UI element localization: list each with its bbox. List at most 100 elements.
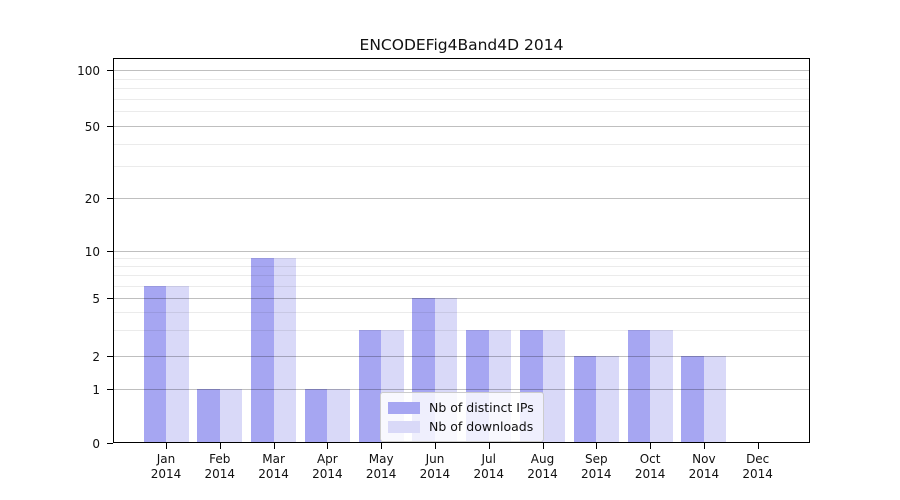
y-axis-tick-label: 50 xyxy=(84,119,100,134)
bar-downloads xyxy=(703,356,727,442)
x-label-month: Jun xyxy=(425,452,445,466)
x-axis-tick-mark xyxy=(327,443,328,449)
x-axis-tick-mark xyxy=(758,443,759,449)
major-gridline xyxy=(114,251,809,252)
legend-row: Nb of downloads xyxy=(388,417,534,436)
x-label-month: Oct xyxy=(639,452,661,466)
bar-downloads xyxy=(273,258,297,442)
major-gridline xyxy=(114,389,809,390)
bar-distinct-ips xyxy=(681,356,704,442)
x-axis-tick-mark xyxy=(381,443,382,449)
minor-gridline xyxy=(114,330,809,331)
y-axis-tick-label: 5 xyxy=(92,291,100,306)
x-label-year: 2014 xyxy=(204,467,236,481)
x-axis-tick-mark xyxy=(166,443,167,449)
x-axis-tick-label: Feb 2014 xyxy=(190,452,250,482)
x-axis-tick-mark xyxy=(650,443,651,449)
x-axis-tick-label: Mar 2014 xyxy=(244,452,304,482)
y-axis-tick-label: 20 xyxy=(84,191,100,206)
x-axis-tick-label: Jul 2014 xyxy=(459,452,519,482)
legend-label: Nb of distinct IPs xyxy=(429,400,534,415)
legend-swatch xyxy=(388,401,420,414)
minor-gridline xyxy=(114,275,809,276)
x-label-year: 2014 xyxy=(150,467,182,481)
x-label-month: Feb xyxy=(209,452,231,466)
minor-gridline xyxy=(114,79,809,80)
y-axis-tick-label: 100 xyxy=(77,63,100,78)
minor-gridline xyxy=(114,144,809,145)
y-axis-tick-mark xyxy=(107,298,113,299)
y-axis-tick-mark xyxy=(107,70,113,71)
x-axis-tick-label: Jan 2014 xyxy=(136,452,196,482)
bar-downloads xyxy=(219,389,243,442)
legend-row: Nb of distinct IPs xyxy=(388,398,534,417)
legend-swatch xyxy=(388,420,420,433)
y-axis-tick-mark xyxy=(107,126,113,127)
x-axis-tick-mark xyxy=(596,443,597,449)
minor-gridline xyxy=(114,286,809,287)
minor-gridline xyxy=(114,111,809,112)
minor-gridline xyxy=(114,258,809,259)
x-label-year: 2014 xyxy=(742,467,773,481)
x-label-year: 2014 xyxy=(527,467,558,481)
x-axis-tick-label: Sep 2014 xyxy=(566,452,626,482)
major-gridline xyxy=(114,298,809,299)
x-axis-tick-label: Jun 2014 xyxy=(405,452,465,482)
x-label-month: Mar xyxy=(262,452,285,466)
bar-downloads xyxy=(650,330,673,442)
x-label-year: 2014 xyxy=(688,467,720,481)
bar-downloads xyxy=(327,389,350,442)
x-axis-tick-mark xyxy=(704,443,705,449)
bar-distinct-ips xyxy=(251,258,274,442)
x-axis-tick-mark xyxy=(489,443,490,449)
y-axis-tick-mark xyxy=(107,389,113,390)
x-label-year: 2014 xyxy=(473,467,504,481)
x-axis-tick-label: Apr 2014 xyxy=(297,452,357,482)
y-axis-tick-label: 10 xyxy=(84,244,100,259)
x-axis-tick-label: Nov 2014 xyxy=(674,452,734,482)
minor-gridline xyxy=(114,99,809,100)
y-axis-tick-label: 2 xyxy=(92,349,100,364)
x-label-month: Aug xyxy=(530,452,555,466)
minor-gridline xyxy=(114,266,809,267)
x-axis-tick-mark xyxy=(435,443,436,449)
legend-label: Nb of downloads xyxy=(429,419,534,434)
bar-distinct-ips xyxy=(358,330,382,442)
x-label-month: May xyxy=(368,452,394,466)
bar-downloads xyxy=(166,285,189,442)
x-label-year: 2014 xyxy=(581,467,612,481)
major-gridline xyxy=(114,356,809,357)
x-axis-tick-mark xyxy=(543,443,544,449)
major-gridline xyxy=(114,126,809,127)
minor-gridline xyxy=(114,312,809,313)
bar-distinct-ips xyxy=(143,285,166,442)
y-axis-tick-label: 1 xyxy=(92,382,100,397)
x-label-year: 2014 xyxy=(258,467,289,481)
y-axis-tick-mark xyxy=(107,356,113,357)
bar-distinct-ips xyxy=(197,389,220,442)
y-axis-tick-mark xyxy=(107,443,113,444)
x-label-year: 2014 xyxy=(634,467,666,481)
x-axis-tick-label: Aug 2014 xyxy=(513,452,573,482)
major-gridline xyxy=(114,70,809,71)
x-label-month: Sep xyxy=(585,452,608,466)
x-axis-tick-label: Oct 2014 xyxy=(620,452,680,482)
chart-title: ENCODEFig4Band4D 2014 xyxy=(359,36,564,54)
x-label-month: Jan xyxy=(156,452,176,466)
bar-downloads xyxy=(596,356,619,442)
x-label-year: 2014 xyxy=(419,467,451,481)
x-label-month: Apr xyxy=(316,452,338,466)
y-axis-tick-label: 0 xyxy=(92,436,100,451)
x-axis-tick-label: May 2014 xyxy=(351,452,411,482)
x-label-month: Nov xyxy=(692,452,716,466)
minor-gridline xyxy=(114,88,809,89)
x-label-year: 2014 xyxy=(365,467,397,481)
bar-downloads xyxy=(542,330,566,442)
bar-distinct-ips xyxy=(304,389,328,442)
minor-gridline xyxy=(114,166,809,167)
x-label-month: Jul xyxy=(481,452,496,466)
y-axis-tick-mark xyxy=(107,198,113,199)
x-label-month: Dec xyxy=(746,452,770,466)
legend: Nb of distinct IPs Nb of downloads xyxy=(380,392,544,442)
